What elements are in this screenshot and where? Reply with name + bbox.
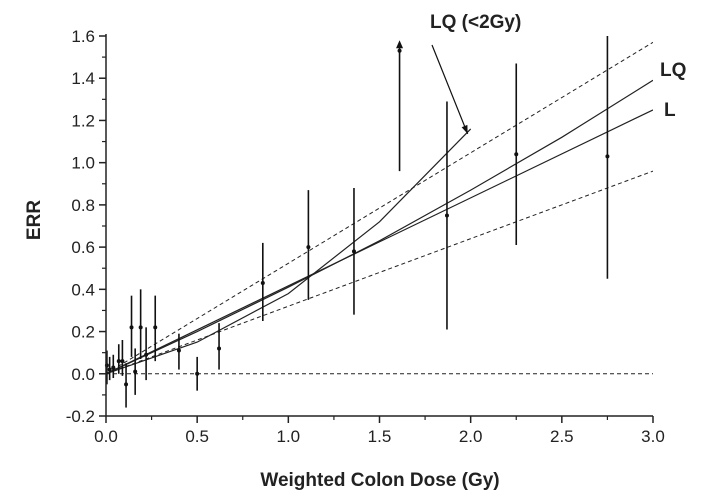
arrow-up-icon xyxy=(396,40,404,49)
data-point xyxy=(605,154,610,159)
y-tick-label: 1.0 xyxy=(71,154,95,173)
y-tick-label: -0.2 xyxy=(66,407,95,426)
data-point xyxy=(111,365,116,370)
data-point xyxy=(351,249,356,254)
x-tick-label: 2.0 xyxy=(459,427,483,446)
y-tick-label: 0.8 xyxy=(71,196,95,215)
dashed-line-4 xyxy=(106,170,653,375)
y-tick-label: 0.6 xyxy=(71,238,95,257)
data-point xyxy=(444,213,449,218)
curve-label-lq-2gy: LQ (<2Gy) xyxy=(430,12,521,33)
x-tick-label: 0.5 xyxy=(185,427,209,446)
data-point xyxy=(129,325,134,330)
data-point xyxy=(144,352,149,357)
data-point xyxy=(176,348,181,353)
x-axis-title: Weighted Colon Dose (Gy) xyxy=(260,470,499,491)
x-tick-label: 1.0 xyxy=(277,427,301,446)
data-point xyxy=(116,359,121,364)
fit-curve-l xyxy=(106,109,653,375)
data-point xyxy=(107,367,112,372)
y-tick-label: 0.0 xyxy=(71,365,95,384)
x-tick-label: 3.0 xyxy=(641,427,665,446)
data-point xyxy=(217,346,222,351)
curve-label-lq: LQ xyxy=(660,60,686,81)
y-tick-label: 0.2 xyxy=(71,323,95,342)
y-axis-title: ERR xyxy=(24,200,45,240)
data-point xyxy=(153,325,158,330)
fit-curve-lq-2gy xyxy=(106,128,472,375)
y-tick-label: 1.6 xyxy=(71,27,95,46)
data-point xyxy=(306,245,311,250)
data-point xyxy=(397,48,402,53)
data-point xyxy=(195,371,200,376)
data-point xyxy=(124,382,129,387)
x-tick-label: 2.5 xyxy=(550,427,574,446)
data-point xyxy=(133,369,138,374)
curve-label-l: L xyxy=(664,100,676,121)
annotation-arrowhead xyxy=(461,124,468,134)
fit-curve-lq xyxy=(106,79,653,375)
data-point xyxy=(514,152,519,157)
y-tick-label: 0.4 xyxy=(71,280,95,299)
data-point xyxy=(120,359,125,364)
x-tick-label: 1.5 xyxy=(368,427,392,446)
annotation-leader xyxy=(431,44,469,135)
data-point xyxy=(260,281,265,285)
y-tick-label: 1.2 xyxy=(71,111,95,130)
dashed-line-3 xyxy=(106,41,653,375)
data-point xyxy=(138,325,143,330)
y-tick-label: 1.4 xyxy=(71,69,95,88)
x-tick-label: 0.0 xyxy=(94,427,118,446)
